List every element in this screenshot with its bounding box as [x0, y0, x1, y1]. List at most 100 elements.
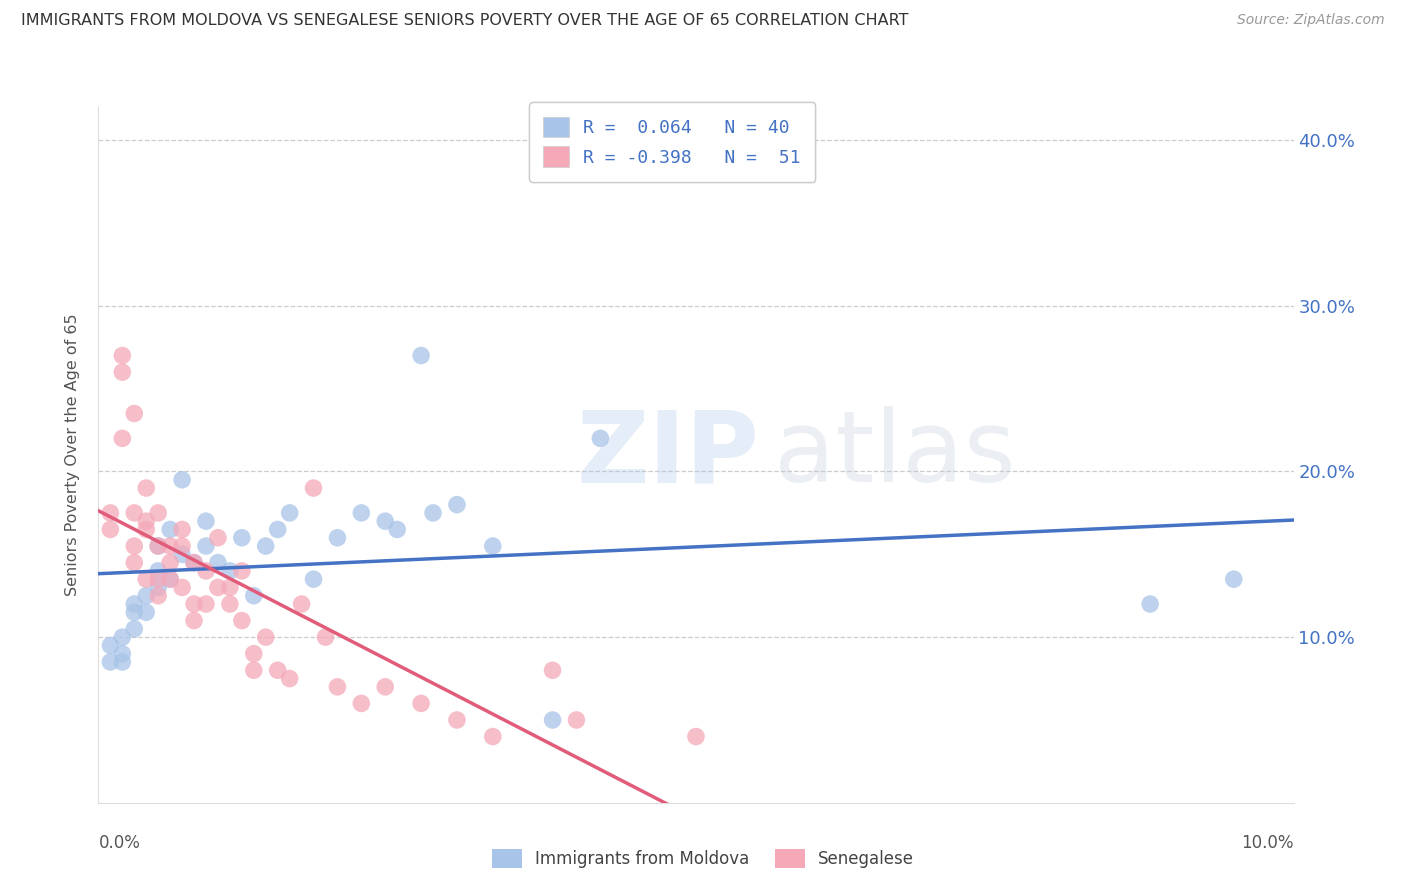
Point [111, 655, 134, 669]
Point [100, 639, 122, 653]
Point [159, 539, 181, 553]
Point [219, 581, 242, 595]
Point [481, 730, 505, 744]
Point [111, 365, 134, 379]
Point [124, 506, 146, 520]
Legend: Immigrants from Moldova, Senegalese: Immigrants from Moldova, Senegalese [485, 842, 921, 875]
Point [685, 730, 707, 744]
Point [315, 630, 337, 644]
Point [565, 713, 588, 727]
Point [124, 407, 146, 421]
Point [148, 539, 170, 553]
Point [207, 581, 229, 595]
Point [183, 597, 205, 611]
Point [183, 556, 205, 570]
Point [254, 539, 277, 553]
Point [231, 564, 253, 578]
Point [267, 523, 290, 537]
Legend: R =  0.064   N = 40, R = -0.398   N =  51: R = 0.064 N = 40, R = -0.398 N = 51 [529, 103, 815, 182]
Point [183, 556, 205, 570]
Point [111, 647, 134, 661]
Point [124, 539, 146, 553]
Point [135, 523, 157, 537]
Point [100, 655, 122, 669]
Point [135, 605, 157, 619]
Point [374, 680, 396, 694]
Point [267, 663, 290, 677]
Point [111, 431, 134, 445]
Point [1223, 572, 1246, 586]
Point [195, 597, 218, 611]
Text: 10.0%: 10.0% [1241, 834, 1294, 852]
Point [243, 647, 266, 661]
Point [302, 481, 325, 495]
Point [231, 614, 253, 628]
Point [159, 523, 181, 537]
Y-axis label: Seniors Poverty Over the Age of 65: Seniors Poverty Over the Age of 65 [65, 314, 80, 596]
Point [183, 614, 205, 628]
Point [172, 581, 194, 595]
Text: 0.0%: 0.0% [98, 834, 141, 852]
Point [195, 564, 218, 578]
Point [195, 539, 218, 553]
Point [326, 680, 349, 694]
Text: ZIP: ZIP [576, 407, 759, 503]
Point [1139, 597, 1161, 611]
Point [481, 539, 505, 553]
Point [135, 481, 157, 495]
Point [172, 473, 194, 487]
Point [148, 564, 170, 578]
Point [148, 572, 170, 586]
Point [278, 506, 301, 520]
Point [291, 597, 314, 611]
Point [219, 564, 242, 578]
Point [243, 589, 266, 603]
Point [350, 697, 373, 711]
Point [231, 531, 253, 545]
Point [135, 572, 157, 586]
Point [243, 663, 266, 677]
Point [374, 514, 396, 528]
Point [207, 556, 229, 570]
Point [411, 697, 433, 711]
Point [172, 539, 194, 553]
Point [326, 531, 349, 545]
Point [148, 506, 170, 520]
Point [124, 597, 146, 611]
Point [541, 663, 564, 677]
Point [302, 572, 325, 586]
Point [159, 572, 181, 586]
Point [219, 597, 242, 611]
Point [385, 523, 409, 537]
Point [135, 589, 157, 603]
Point [148, 581, 170, 595]
Text: atlas: atlas [773, 407, 1015, 503]
Point [446, 713, 468, 727]
Point [278, 672, 301, 686]
Point [541, 713, 564, 727]
Point [124, 556, 146, 570]
Point [159, 556, 181, 570]
Point [124, 605, 146, 619]
Text: Source: ZipAtlas.com: Source: ZipAtlas.com [1237, 13, 1385, 28]
Point [100, 506, 122, 520]
Point [422, 506, 444, 520]
Point [254, 630, 277, 644]
Point [446, 498, 468, 512]
Point [411, 349, 433, 363]
Point [172, 547, 194, 561]
Point [148, 589, 170, 603]
Point [589, 431, 612, 445]
Point [100, 523, 122, 537]
Point [135, 514, 157, 528]
Point [148, 539, 170, 553]
Point [172, 523, 194, 537]
Point [111, 630, 134, 644]
Point [111, 349, 134, 363]
Point [207, 531, 229, 545]
Point [124, 622, 146, 636]
Text: IMMIGRANTS FROM MOLDOVA VS SENEGALESE SENIORS POVERTY OVER THE AGE OF 65 CORRELA: IMMIGRANTS FROM MOLDOVA VS SENEGALESE SE… [21, 13, 908, 29]
Point [195, 514, 218, 528]
Point [350, 506, 373, 520]
Point [159, 572, 181, 586]
